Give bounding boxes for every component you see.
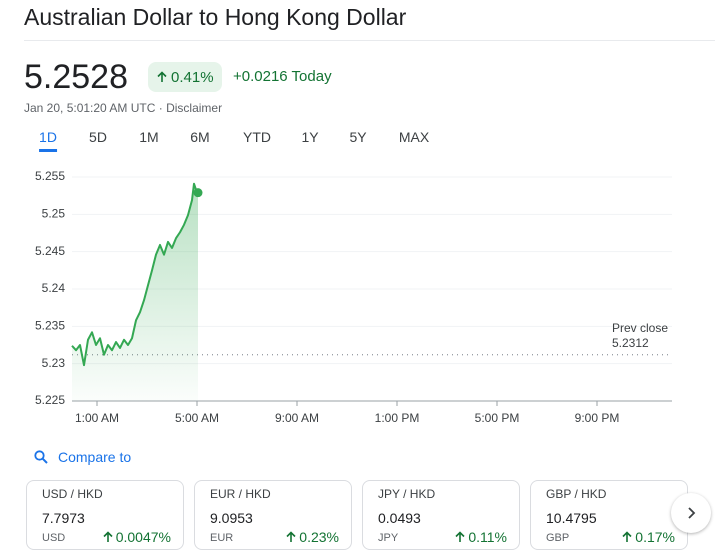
up-arrow <box>103 531 113 542</box>
x-tick-label: 5:00 AM <box>175 411 219 425</box>
change-abs: +0.0216 <box>233 68 288 85</box>
compare-label: Compare to <box>58 449 132 465</box>
y-tick-label: 5.25 <box>42 207 66 221</box>
change: +0.0216 Today <box>233 68 332 85</box>
card-price: 10.4795 <box>546 510 597 526</box>
price: 5.2528 <box>24 58 128 96</box>
x-tick-label: 5:00 PM <box>475 411 520 425</box>
up-arrow <box>157 71 167 82</box>
card-price: 0.0493 <box>378 510 421 526</box>
separator <box>24 40 715 41</box>
change-pill: 0.41% <box>148 62 222 92</box>
x-tick-label: 1:00 AM <box>75 411 119 425</box>
disclaimer[interactable]: Disclaimer <box>166 101 223 115</box>
tab[interactable]: 1Y <box>301 129 319 145</box>
y-tick-label: 5.225 <box>35 393 65 407</box>
compare-card[interactable]: GBP / HKD 10.4795 GBP 0.17% <box>530 480 688 550</box>
tab[interactable]: MAX <box>398 129 430 145</box>
search-icon <box>34 450 48 464</box>
compare-button[interactable]: Compare to <box>34 449 131 465</box>
timestamp: Jan 20, 5:01:20 AM UTC · Disclaimer <box>24 101 223 115</box>
last-point <box>193 188 203 198</box>
tab[interactable]: 1M <box>139 129 159 145</box>
area <box>72 183 198 401</box>
x-tick-label: 1:00 PM <box>375 411 420 425</box>
compare-card[interactable]: EUR / HKD 9.0953 EUR 0.23% <box>194 480 352 550</box>
change-pct: 0.11% <box>468 529 507 545</box>
card-change: 0.11% <box>454 529 507 545</box>
tab[interactable]: YTD <box>243 129 271 145</box>
change-pct: 0.23% <box>299 529 339 545</box>
arrow-shape <box>286 531 296 542</box>
card-price: 7.7973 <box>42 510 85 526</box>
tab[interactable]: 1D <box>39 129 57 152</box>
pair: EUR / HKD <box>210 487 271 501</box>
card-change: 0.17% <box>621 529 675 545</box>
title: Australian Dollar to Hong Kong Dollar <box>24 4 407 30</box>
currency: EUR <box>210 532 234 544</box>
change-period: Today <box>291 68 332 85</box>
line <box>71 182 199 367</box>
change-pct: 0.17% <box>635 529 675 545</box>
up-arrow <box>286 531 296 542</box>
tab[interactable]: 5Y <box>349 129 367 145</box>
pair: GBP / HKD <box>546 487 607 501</box>
compare-card[interactable]: JPY / HKD 0.0493 JPY 0.11% <box>362 480 520 550</box>
y-tick-label: 5.235 <box>35 319 65 333</box>
x-tick-label: 9:00 AM <box>275 411 319 425</box>
y-tick-label: 5.255 <box>35 169 65 183</box>
y-tick-label: 5.245 <box>35 244 65 258</box>
compare-card[interactable]: USD / HKD 7.7973 USD 0.0047% <box>26 480 184 550</box>
prev-close-label: Prev close <box>612 321 668 335</box>
y-tick-label: 5.24 <box>42 281 66 295</box>
arrow-shape <box>622 531 632 542</box>
next-button[interactable] <box>671 493 711 533</box>
up-arrow <box>622 531 632 542</box>
arrow-shape <box>103 531 113 542</box>
change-pct: 0.41% <box>171 68 214 86</box>
y-tick-label: 5.23 <box>42 356 66 370</box>
currency: USD <box>42 532 66 544</box>
card-change: 0.0047% <box>102 529 171 545</box>
card-price: 9.0953 <box>210 510 253 526</box>
currency: GBP <box>546 532 570 544</box>
card-change: 0.23% <box>285 529 339 545</box>
pair: JPY / HKD <box>378 487 436 501</box>
prev-close-value: 5.2312 <box>612 336 649 350</box>
change-pct: 0.0047% <box>115 529 171 545</box>
tab[interactable]: 5D <box>89 129 107 145</box>
chevron <box>688 507 696 519</box>
tab[interactable]: 6M <box>190 129 210 145</box>
up-arrow <box>455 531 465 542</box>
time: Jan 20, 5:01:20 AM UTC <box>24 101 156 115</box>
pair: USD / HKD <box>42 487 103 501</box>
currency: JPY <box>378 532 399 544</box>
arrow-shape <box>455 531 465 542</box>
x-tick-label: 9:00 PM <box>575 411 620 425</box>
